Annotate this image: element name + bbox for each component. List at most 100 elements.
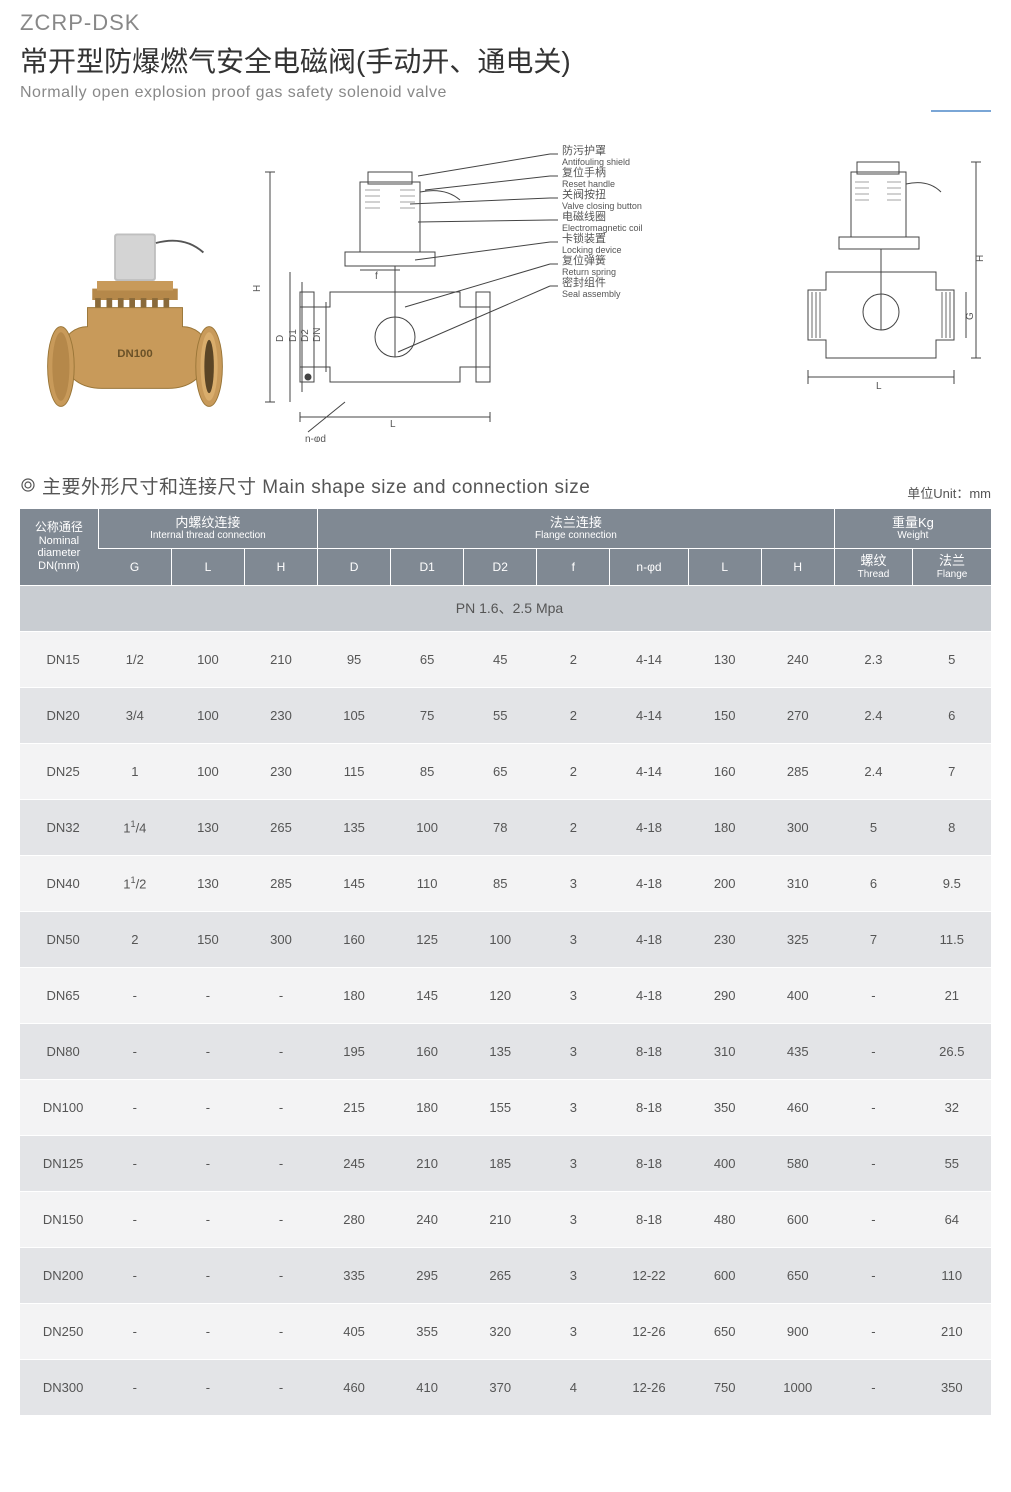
title-en: Normally open explosion proof gas safety… bbox=[20, 84, 991, 102]
cell-L1: 100 bbox=[171, 743, 244, 799]
th-wt: 螺纹 Thread bbox=[834, 549, 912, 586]
cell-wT: 6 bbox=[834, 855, 912, 911]
cell-G: 1/2 bbox=[98, 631, 171, 687]
cell-D2: 320 bbox=[464, 1303, 537, 1359]
cell-D2: 65 bbox=[464, 743, 537, 799]
cell-f: 2 bbox=[537, 631, 610, 687]
svg-text:复位弹簧: 复位弹簧 bbox=[562, 253, 606, 267]
cell-D2: 370 bbox=[464, 1359, 537, 1415]
figure-row: DN100 bbox=[20, 142, 991, 442]
th-h1: H bbox=[244, 549, 317, 586]
th-wf: 法兰 Flange bbox=[913, 549, 991, 586]
svg-text:n-φd: n-φd bbox=[305, 434, 326, 442]
table-row: DN251100230115856524-141602852.47 bbox=[20, 743, 991, 799]
cell-H2: 270 bbox=[761, 687, 834, 743]
table-header: 公称通径 Nominal diameter DN(mm) 内螺纹连接 Inter… bbox=[20, 509, 991, 586]
cell-nd: 12-26 bbox=[610, 1303, 688, 1359]
cell-H2: 325 bbox=[761, 911, 834, 967]
th-l1: L bbox=[171, 549, 244, 586]
svg-text:防污护罩: 防污护罩 bbox=[562, 143, 606, 157]
cell-L1: - bbox=[171, 1023, 244, 1079]
cell-G: - bbox=[98, 1303, 171, 1359]
accent-line bbox=[931, 110, 991, 112]
cell-H2: 650 bbox=[761, 1247, 834, 1303]
table-row: DN4011/21302851451108534-1820031069.5 bbox=[20, 855, 991, 911]
th-l2: L bbox=[688, 549, 761, 586]
cell-L1: - bbox=[171, 1191, 244, 1247]
cell-dn: DN200 bbox=[20, 1247, 98, 1303]
table-row: DN200---335295265312-22600650-110 bbox=[20, 1247, 991, 1303]
cell-L2: 400 bbox=[688, 1135, 761, 1191]
cell-wT: 2.4 bbox=[834, 743, 912, 799]
cell-L1: - bbox=[171, 1135, 244, 1191]
svg-text:电磁线圈: 电磁线圈 bbox=[562, 209, 606, 223]
cell-nd: 4-14 bbox=[610, 743, 688, 799]
cell-dn: DN15 bbox=[20, 631, 98, 687]
th-d2: D2 bbox=[464, 549, 537, 586]
cell-D1: 100 bbox=[391, 799, 464, 855]
cell-D: 160 bbox=[318, 911, 391, 967]
cell-D1: 125 bbox=[391, 911, 464, 967]
cell-wF: 6 bbox=[913, 687, 991, 743]
cell-D2: 45 bbox=[464, 631, 537, 687]
th-flange: 法兰连接 Flange connection bbox=[318, 509, 835, 549]
cell-L2: 600 bbox=[688, 1247, 761, 1303]
svg-text:H: H bbox=[975, 255, 986, 262]
cell-dn: DN20 bbox=[20, 687, 98, 743]
cell-G: - bbox=[98, 1247, 171, 1303]
product-photo: DN100 bbox=[30, 212, 240, 442]
cell-wT: - bbox=[834, 1023, 912, 1079]
cell-L2: 200 bbox=[688, 855, 761, 911]
cell-wT: 2.3 bbox=[834, 631, 912, 687]
cell-nd: 12-22 bbox=[610, 1247, 688, 1303]
cell-D1: 240 bbox=[391, 1191, 464, 1247]
cell-G: - bbox=[98, 1079, 171, 1135]
pn-row: PN 1.6、2.5 Mpa bbox=[20, 585, 991, 631]
svg-text:D1: D1 bbox=[288, 329, 299, 342]
cell-H2: 310 bbox=[761, 855, 834, 911]
cell-D2: 135 bbox=[464, 1023, 537, 1079]
cell-H1: - bbox=[244, 967, 317, 1023]
cell-L2: 290 bbox=[688, 967, 761, 1023]
cell-wF: 5 bbox=[913, 631, 991, 687]
cell-L2: 480 bbox=[688, 1191, 761, 1247]
cell-H1: 210 bbox=[244, 631, 317, 687]
cell-L2: 650 bbox=[688, 1303, 761, 1359]
cell-D1: 160 bbox=[391, 1023, 464, 1079]
cell-H1: - bbox=[244, 1079, 317, 1135]
cell-L2: 160 bbox=[688, 743, 761, 799]
cell-f: 3 bbox=[537, 1023, 610, 1079]
bullet-icon bbox=[20, 477, 36, 499]
cell-D1: 410 bbox=[391, 1359, 464, 1415]
cell-G: 11/4 bbox=[98, 799, 171, 855]
cell-dn: DN250 bbox=[20, 1303, 98, 1359]
cell-L1: - bbox=[171, 1359, 244, 1415]
cell-wF: 32 bbox=[913, 1079, 991, 1135]
cell-dn: DN32 bbox=[20, 799, 98, 855]
cell-H2: 460 bbox=[761, 1079, 834, 1135]
cell-L1: - bbox=[171, 967, 244, 1023]
cell-dn: DN65 bbox=[20, 967, 98, 1023]
table-row: DN250---405355320312-26650900-210 bbox=[20, 1303, 991, 1359]
cell-H1: 230 bbox=[244, 743, 317, 799]
svg-text:H: H bbox=[252, 285, 263, 292]
cell-wT: - bbox=[834, 1191, 912, 1247]
svg-text:关阀按扭: 关阀按扭 bbox=[562, 187, 606, 201]
cell-wT: - bbox=[834, 1359, 912, 1415]
cell-L1: 150 bbox=[171, 911, 244, 967]
cell-D1: 75 bbox=[391, 687, 464, 743]
cell-H1: - bbox=[244, 1023, 317, 1079]
cell-wT: - bbox=[834, 1247, 912, 1303]
table-row: DN151/210021095654524-141302402.35 bbox=[20, 631, 991, 687]
cell-wF: 210 bbox=[913, 1303, 991, 1359]
th-f: f bbox=[537, 549, 610, 586]
cell-H2: 435 bbox=[761, 1023, 834, 1079]
cell-nd: 4-18 bbox=[610, 855, 688, 911]
cell-D: 460 bbox=[318, 1359, 391, 1415]
cell-D2: 155 bbox=[464, 1079, 537, 1135]
cell-D1: 85 bbox=[391, 743, 464, 799]
cell-L1: 130 bbox=[171, 799, 244, 855]
cell-wT: - bbox=[834, 967, 912, 1023]
diagram-flange: H D D1 D2 DN f L n-φd 防污护罩Antifouling sh… bbox=[250, 142, 771, 442]
cell-nd: 8-18 bbox=[610, 1191, 688, 1247]
